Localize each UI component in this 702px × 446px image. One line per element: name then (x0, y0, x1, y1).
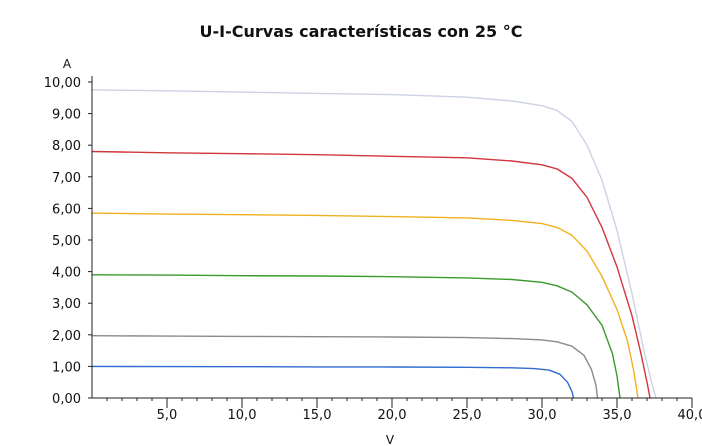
series-line-5 (91, 335, 599, 399)
x-tick-label: 35,0 (603, 408, 632, 423)
series-line-6 (91, 365, 575, 399)
x-tick-label: 10,0 (228, 408, 257, 423)
chart-title: U-I-Curvas características con 25 °C (200, 22, 523, 41)
y-tick-label: 3,00 (52, 297, 81, 312)
y-tick-label: 7,00 (52, 171, 81, 186)
x-tick-label: 40,0 (678, 408, 702, 423)
series-line-2 (91, 150, 651, 399)
axes: 0,00 1,00 2,00 3,00 4,00 5,00 6,00 7,00 8,00 9,00… (44, 76, 702, 423)
y-tick-label: 10,00 (44, 76, 81, 91)
x-tick-label: 20,0 (378, 408, 407, 423)
x-tick-label: 30,0 (528, 408, 557, 423)
series-line-3 (91, 212, 639, 399)
y-tick-label: 5,00 (52, 234, 81, 249)
y-axis-unit-label: A (63, 57, 72, 71)
x-axis-unit-label: V (386, 433, 395, 446)
x-tick-label: 5,0 (157, 408, 178, 423)
series-line-4 (91, 274, 621, 399)
y-tick-label: 8,00 (52, 139, 81, 154)
series-line-1 (91, 89, 657, 399)
series-lines (91, 89, 657, 399)
y-tick-label: 9,00 (52, 108, 81, 123)
y-tick-label: 2,00 (52, 329, 81, 344)
x-tick-label: 25,0 (453, 408, 482, 423)
y-tick-label: 6,00 (52, 202, 81, 217)
y-tick-label: 4,00 (52, 266, 81, 281)
y-tick-label: 0,00 (52, 392, 81, 407)
y-tick-label: 1,00 (52, 360, 81, 375)
x-tick-label: 15,0 (303, 408, 332, 423)
